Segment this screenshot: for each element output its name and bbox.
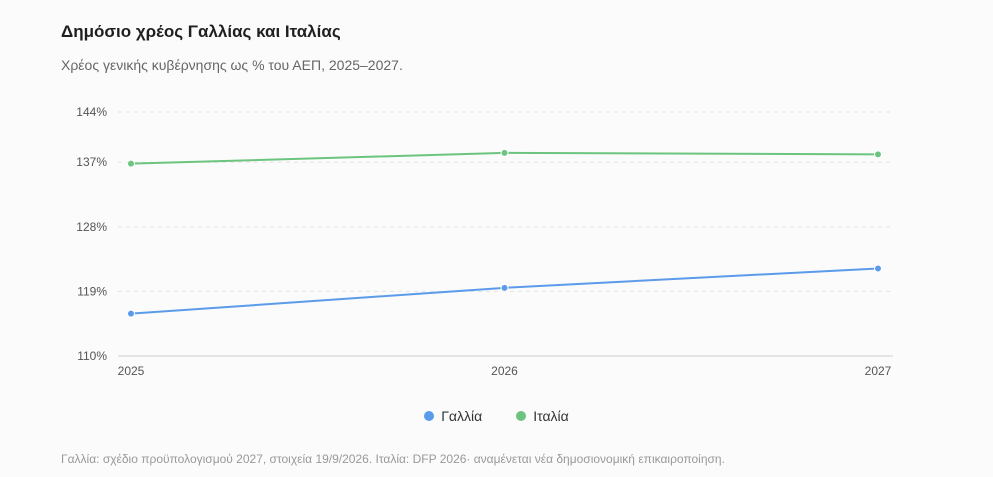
data-point-france-2027[interactable] <box>874 264 882 273</box>
legend-label-italy: Ιταλία <box>533 408 569 424</box>
x-tick-label: 2027 <box>865 364 892 378</box>
chart-title: Δημόσιο χρέος Γαλλίας και Ιταλίας <box>61 22 341 41</box>
series <box>127 148 882 318</box>
footnote: Γαλλία: σχέδιο προϋπολογισμού 2027, στοι… <box>61 452 725 466</box>
legend-label-france: Γαλλία <box>441 408 483 424</box>
data-point-italy-2027[interactable] <box>874 150 882 159</box>
y-tick-label: 128% <box>76 220 107 234</box>
data-point-italy-2026[interactable] <box>500 148 509 157</box>
legend: Γαλλία Ιταλία <box>0 408 993 424</box>
y-tick-label: 119% <box>77 284 107 298</box>
x-tick-label: 2025 <box>118 364 145 378</box>
y-tick-label: 144% <box>76 105 107 119</box>
gridlines <box>118 111 893 357</box>
legend-item-italy[interactable]: Ιταλία <box>516 408 569 424</box>
data-point-italy-2025[interactable] <box>127 159 135 168</box>
line-chart: 110% 119% 128% 137% 144% 2025 2026 2027 <box>76 105 893 378</box>
y-tick-label: 137% <box>76 155 107 169</box>
legend-item-france[interactable]: Γαλλία <box>424 408 482 424</box>
data-point-france-2025[interactable] <box>127 309 135 318</box>
chart-subtitle: Χρέος γενικής κυβέρνησης ως % του ΑΕΠ, 2… <box>61 57 403 73</box>
legend-marker-italy <box>516 411 527 421</box>
data-point-france-2026[interactable] <box>500 283 509 292</box>
legend-marker-france <box>424 411 435 421</box>
x-tick-label: 2026 <box>491 364 518 378</box>
axes: 110% 119% 128% 137% 144% 2025 2026 2027 <box>76 105 893 378</box>
y-tick-label: 110% <box>77 349 107 363</box>
